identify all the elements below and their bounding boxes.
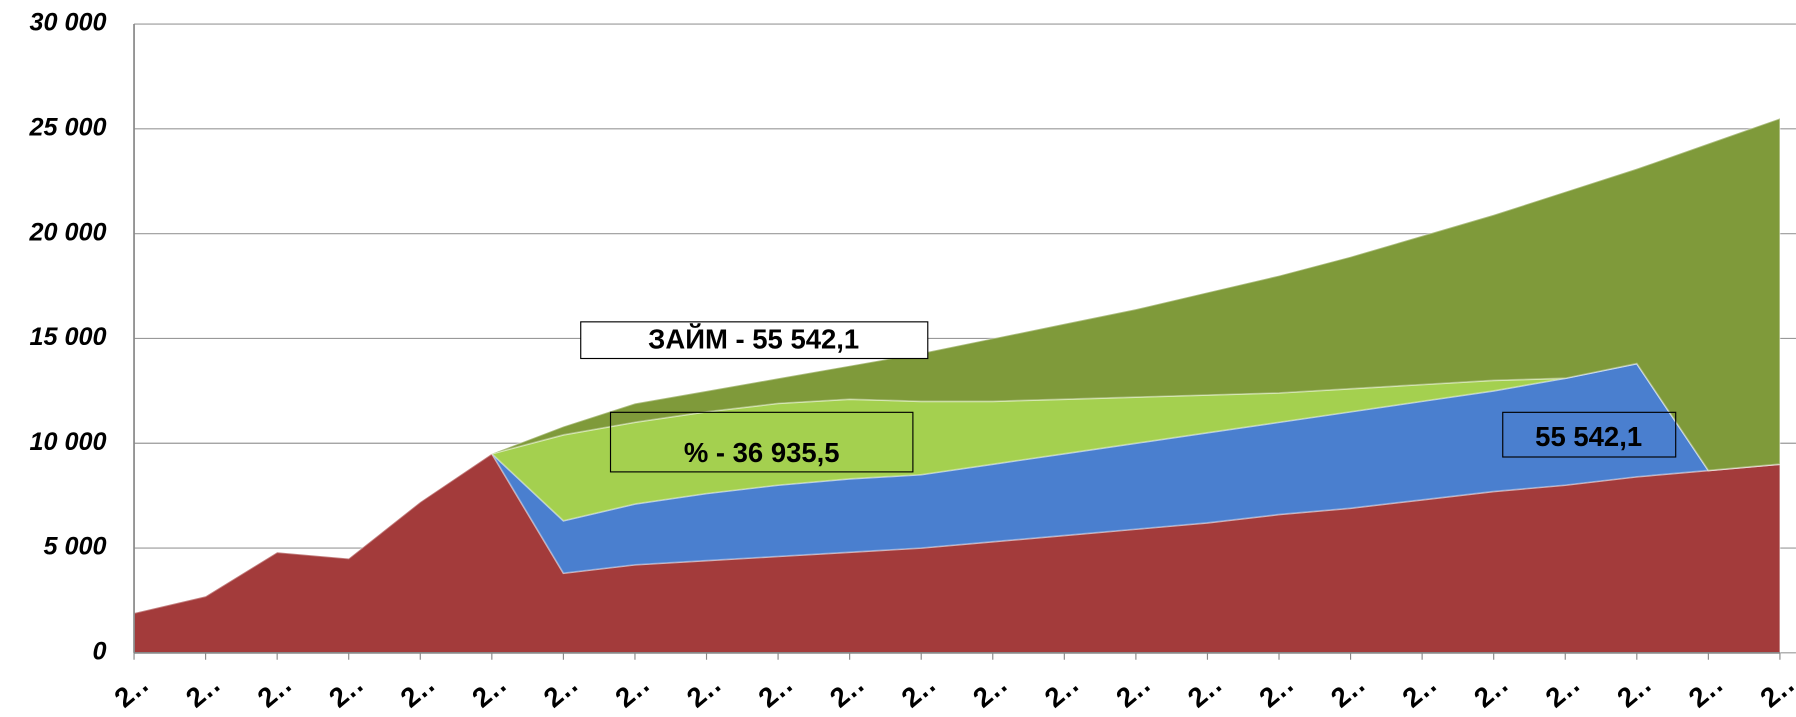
- x-tick-label: 2‥: [895, 668, 941, 713]
- x-tick-label: 2‥: [538, 668, 584, 713]
- x-tick-label: 2‥: [466, 668, 512, 713]
- x-tick-label: 2‥: [323, 668, 369, 713]
- area: [491, 117, 1781, 472]
- x-tick-label: 2‥: [824, 668, 870, 713]
- x-tick-label: 2‥: [1253, 668, 1299, 713]
- x-tick-label: 2‥: [1468, 668, 1514, 713]
- y-tick-label: 10 000: [30, 428, 107, 456]
- x-tick-label: 2‥: [1754, 668, 1796, 713]
- y-tick-label: 15 000: [30, 323, 107, 351]
- x-tick-label: 2‥: [251, 668, 297, 713]
- annotation-box: [1502, 411, 1677, 458]
- x-tick-label: 2‥: [108, 668, 154, 713]
- y-tick-label: 20 000: [29, 218, 107, 246]
- x-tick-label: 2‥: [1539, 668, 1585, 713]
- areas: [133, 117, 1781, 654]
- annotation-box: [580, 321, 929, 360]
- annotation-percent: % - 36 935,5: [609, 411, 914, 473]
- x-tick-label: 2‥: [1325, 668, 1371, 713]
- annotation-box: [609, 411, 914, 473]
- annotation: ЗАЙМ - 55 542,1: [648, 324, 859, 355]
- y-tick-label: 0: [93, 638, 107, 666]
- x-tick-label: 2‥: [1683, 668, 1729, 713]
- x-tick-label: 2‥: [394, 668, 440, 713]
- x-tick-label: 2‥: [1039, 668, 1085, 713]
- y-tick-label: 25 000: [29, 114, 107, 142]
- annotation-loan: ЗАЙМ - 55 542,1: [580, 321, 929, 360]
- annotation: % - 36 935,5: [684, 437, 840, 468]
- y-tick-label: 5 000: [44, 533, 107, 561]
- annotation-total: 55 542,1: [1502, 411, 1677, 458]
- x-tick-label: 2‥: [1182, 668, 1228, 713]
- x-tick-label: 2‥: [1110, 668, 1156, 713]
- x-tick-label: 2‥: [752, 668, 798, 713]
- x-tick-label: 2‥: [609, 668, 655, 713]
- x-tick-label: 2‥: [681, 668, 727, 713]
- x-tick-label: 2‥: [967, 668, 1013, 713]
- y-tick-label: 30 000: [30, 9, 107, 37]
- x-tick-label: 2‥: [180, 668, 226, 713]
- annotation: 55 542,1: [1535, 421, 1642, 452]
- x-tick-label: 2‥: [1611, 668, 1657, 713]
- x-tick-label: 2‥: [1396, 668, 1442, 713]
